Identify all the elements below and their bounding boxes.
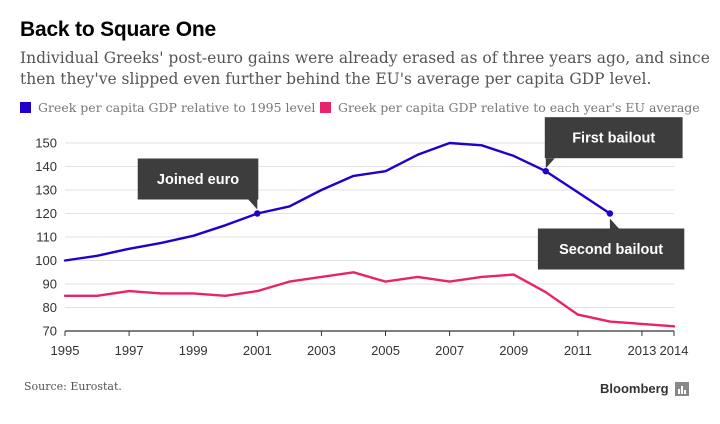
annotation-second-bailout-pointer [609, 218, 619, 229]
annotation-point [254, 210, 261, 217]
source-note: Source: Eurostat. [24, 380, 122, 393]
bar-chart-icon [674, 381, 689, 396]
annotation-first-bailout-pointer [545, 158, 555, 169]
x-tick-label: 1997 [115, 343, 144, 358]
x-tick-label: 1995 [51, 343, 80, 358]
annotation-first-bailout-box [544, 117, 683, 159]
annotation-second-bailout-box [537, 228, 685, 270]
x-tick-label: 2005 [371, 343, 400, 358]
annotation-joined-euro-box [137, 158, 259, 200]
x-tick-label: 2003 [307, 343, 336, 358]
x-tick-label: 1999 [179, 343, 208, 358]
y-tick-label: 120 [35, 206, 57, 221]
y-tick-label: 140 [35, 159, 57, 174]
x-tick-label: 2013 [627, 343, 656, 358]
y-tick-label: 110 [36, 230, 57, 245]
y-tick-label: 150 [35, 136, 57, 151]
x-tick-label: 2001 [243, 343, 272, 358]
legend-swatch-blue [20, 102, 31, 113]
brand-name: Bloomberg [600, 381, 669, 396]
legend-label: Greek per capita GDP relative to 1995 le… [38, 100, 316, 115]
annotation-joined-euro-label: Joined euro [157, 172, 239, 188]
x-tick-label: 2014 [660, 343, 689, 358]
x-tick-label: 2009 [499, 343, 528, 358]
series-line-relative-1995 [63, 141, 612, 262]
legend-swatch-pink [320, 102, 331, 113]
y-tick-label: 70 [43, 324, 57, 339]
annotation-point [606, 210, 614, 217]
legend-label: Greek per capita GDP relative to each ye… [338, 100, 700, 115]
y-tick-label: 100 [35, 253, 57, 268]
legend-item-relative-1995: Greek per capita GDP relative to 1995 le… [20, 100, 315, 115]
y-tick-label: 90 [43, 277, 57, 292]
annotation-second-bailout-label: Second bailout [559, 242, 663, 258]
y-tick-label: 80 [43, 300, 57, 315]
brand-logo: Bloomberg [600, 381, 689, 396]
annotation-joined-euro-pointer [248, 199, 258, 210]
chart-title: Back to Square One [20, 18, 216, 41]
legend-item-relative-eu: Greek per capita GDP relative to each ye… [320, 100, 700, 115]
annotation-first-bailout-label: First bailout [572, 131, 655, 147]
y-tick-label: 130 [35, 183, 57, 198]
series-line-relative-eu [63, 271, 676, 328]
annotation-point [542, 168, 549, 175]
x-tick-label: 2007 [435, 343, 464, 358]
x-tick-label: 2011 [564, 343, 592, 358]
chart-subtitle: Individual Greeks' post-euro gains were … [20, 49, 710, 88]
